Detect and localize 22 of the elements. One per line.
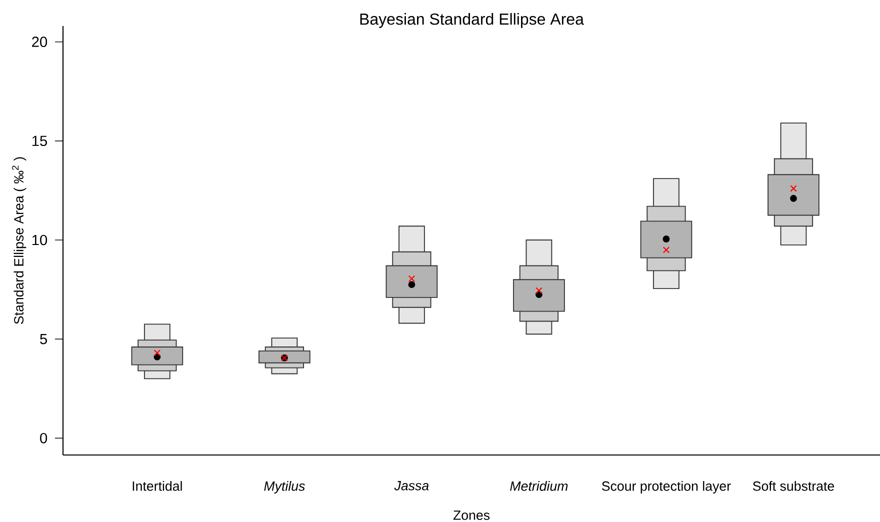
y-tick-label: 0 bbox=[40, 432, 48, 444]
x-tick-label: Metridium bbox=[510, 481, 568, 491]
x-tick-label: Intertidal bbox=[132, 481, 182, 491]
point bbox=[408, 281, 416, 288]
x-tick-label: Jassa bbox=[394, 481, 429, 490]
point bbox=[408, 275, 416, 282]
y-tick-label: 15 bbox=[32, 136, 47, 146]
point bbox=[536, 287, 542, 294]
chart-title: Bayesian Standard Ellipse Area bbox=[360, 13, 584, 28]
x-tick-label: Scour protection layer bbox=[602, 481, 731, 494]
y-axis-title: Standard Ellipse Area ( ‰$^{2}$ ) bbox=[12, 157, 26, 324]
point bbox=[154, 350, 161, 356]
point bbox=[790, 194, 797, 202]
y-tick-label: 10 bbox=[32, 234, 48, 246]
y-tick-label: 5 bbox=[40, 334, 47, 344]
x-axis-title: Zones bbox=[453, 510, 490, 520]
x-tick-label: Soft substrate bbox=[752, 481, 834, 491]
x-tick-label: Mytilus bbox=[264, 481, 305, 494]
y-tick-label: 20 bbox=[32, 36, 48, 48]
point bbox=[790, 185, 797, 192]
point bbox=[662, 236, 670, 242]
point bbox=[662, 246, 670, 254]
